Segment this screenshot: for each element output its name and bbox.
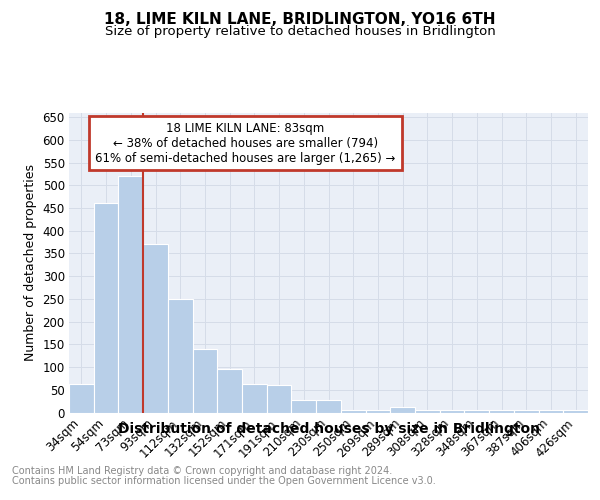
Bar <box>193 349 217 412</box>
Bar <box>69 384 94 412</box>
Text: Contains public sector information licensed under the Open Government Licence v3: Contains public sector information licen… <box>12 476 436 486</box>
Bar <box>316 400 341 412</box>
Bar <box>415 410 440 412</box>
Bar <box>168 299 193 412</box>
Text: Distribution of detached houses by size in Bridlington: Distribution of detached houses by size … <box>118 422 540 436</box>
Text: Contains HM Land Registry data © Crown copyright and database right 2024.: Contains HM Land Registry data © Crown c… <box>12 466 392 476</box>
Text: 18 LIME KILN LANE: 83sqm
← 38% of detached houses are smaller (794)
61% of semi-: 18 LIME KILN LANE: 83sqm ← 38% of detach… <box>95 122 395 164</box>
Bar <box>440 410 464 412</box>
Bar <box>242 384 267 412</box>
Bar <box>464 410 489 412</box>
Bar <box>341 410 365 412</box>
Text: Size of property relative to detached houses in Bridlington: Size of property relative to detached ho… <box>104 25 496 38</box>
Y-axis label: Number of detached properties: Number of detached properties <box>24 164 37 361</box>
Bar <box>94 204 118 412</box>
Bar <box>143 244 168 412</box>
Bar <box>292 400 316 412</box>
Bar <box>539 410 563 412</box>
Bar <box>390 407 415 412</box>
Bar <box>267 385 292 412</box>
Bar <box>118 176 143 412</box>
Bar <box>365 410 390 412</box>
Bar <box>489 410 514 412</box>
Bar <box>514 410 539 412</box>
Bar <box>217 370 242 412</box>
Bar <box>563 410 588 412</box>
Text: 18, LIME KILN LANE, BRIDLINGTON, YO16 6TH: 18, LIME KILN LANE, BRIDLINGTON, YO16 6T… <box>104 12 496 28</box>
